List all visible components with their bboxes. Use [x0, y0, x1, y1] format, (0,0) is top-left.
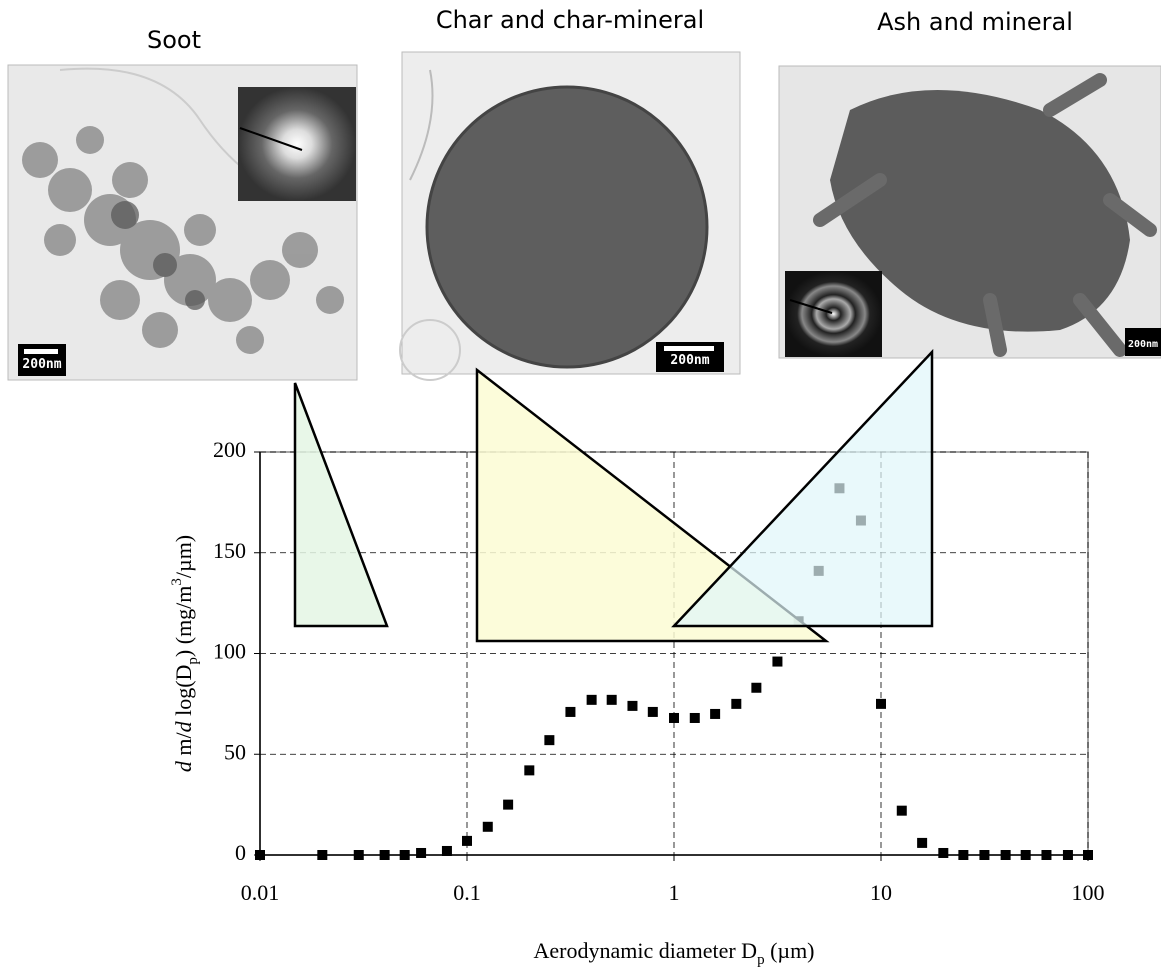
x-tick-label: 100 [1072, 880, 1105, 905]
y-tick-label: 100 [213, 639, 246, 664]
panel-title: Ash and mineral [877, 8, 1073, 36]
y-label-part: 3 [169, 578, 185, 586]
data-point [544, 735, 554, 745]
panel-title: Soot [147, 26, 201, 54]
x-label-part: (µm) [765, 938, 815, 963]
data-point [255, 850, 265, 860]
y-tick-label: 0 [235, 840, 246, 865]
data-point [442, 846, 452, 856]
data-point [979, 850, 989, 860]
data-point [938, 848, 948, 858]
y-tick-label: 50 [224, 739, 246, 764]
data-point [897, 806, 907, 816]
x-axis-label: Aerodynamic diameter Dp (µm) [533, 938, 814, 968]
scale-label: 200nm [22, 357, 61, 372]
x-tick-label: 10 [870, 880, 892, 905]
scale-label: 200nm [670, 353, 709, 368]
data-point [587, 695, 597, 705]
callout-soot [295, 383, 387, 626]
figure: 0 50 100 150 200 0.01 0.1 1 10 100 Aerodynamic dia… [0, 0, 1161, 971]
panel-title: Char and char-mineral [436, 6, 704, 34]
y-label-part: log(D [171, 665, 196, 722]
data-point [354, 850, 364, 860]
y-label-part: p [185, 657, 201, 665]
data-point [1021, 850, 1031, 860]
y-label-part: ) (mg/m [171, 586, 196, 658]
x-tick-label: 0.1 [453, 880, 481, 905]
x-tick-label: 0.01 [241, 880, 280, 905]
y-axis-label: d m/d log(Dp) (mg/m3/µm) [169, 535, 201, 772]
data-point [380, 850, 390, 860]
data-point [1001, 850, 1011, 860]
callout-ash [674, 352, 932, 626]
data-point [917, 838, 927, 848]
y-label-part: /µm) [171, 535, 196, 578]
y-tick-label: 200 [213, 437, 246, 462]
data-point [1041, 850, 1051, 860]
data-point [669, 713, 679, 723]
data-point [648, 707, 658, 717]
data-point [607, 695, 617, 705]
data-point [1063, 850, 1073, 860]
data-point [524, 765, 534, 775]
data-point [958, 850, 968, 860]
x-label-part: p [757, 952, 765, 968]
photo-soot [8, 65, 357, 380]
data-point [1083, 850, 1093, 860]
data-point [876, 699, 886, 709]
y-label-part: m/ [171, 732, 196, 762]
x-label-part: Aerodynamic diameter D [533, 938, 757, 963]
x-tick-label: 1 [669, 880, 680, 905]
data-point [627, 701, 637, 711]
photo-char [400, 52, 740, 380]
data-point [772, 657, 782, 667]
data-point [690, 713, 700, 723]
data-point [462, 836, 472, 846]
data-point [565, 707, 575, 717]
data-point [751, 683, 761, 693]
data-point [400, 850, 410, 860]
data-point [503, 800, 513, 810]
data-point [317, 850, 327, 860]
photo-ash [779, 66, 1161, 358]
data-point [731, 699, 741, 709]
data-point [710, 709, 720, 719]
data-point [416, 848, 426, 858]
y-tick-label: 150 [213, 538, 246, 563]
data-point [483, 822, 493, 832]
scale-label: 200nm [1128, 339, 1158, 350]
